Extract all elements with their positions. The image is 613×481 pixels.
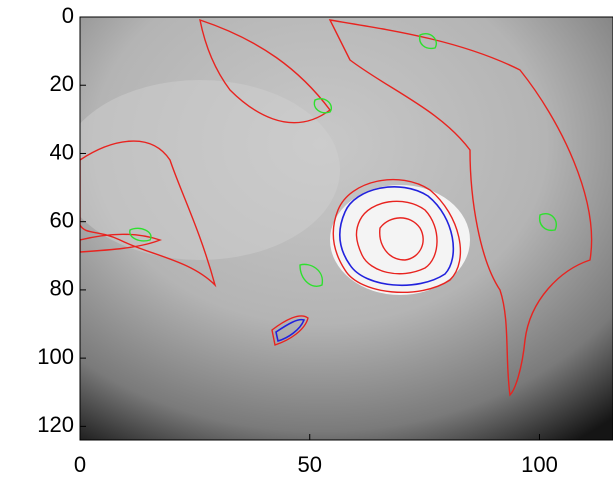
- y-tick-label: 0: [62, 3, 74, 28]
- y-tick-label: 80: [50, 276, 74, 301]
- y-tick-label: 20: [50, 71, 74, 96]
- x-tick-label: 100: [521, 452, 558, 477]
- image: [80, 17, 613, 440]
- y-tick-label: 120: [37, 412, 74, 437]
- plot-frame: [79, 16, 613, 441]
- x-tick-label: 0: [74, 452, 86, 477]
- y-tick-label: 40: [50, 139, 74, 164]
- x-tick-label: 50: [297, 452, 321, 477]
- y-tick-label: 100: [37, 344, 74, 369]
- y-tick-label: 60: [50, 207, 74, 232]
